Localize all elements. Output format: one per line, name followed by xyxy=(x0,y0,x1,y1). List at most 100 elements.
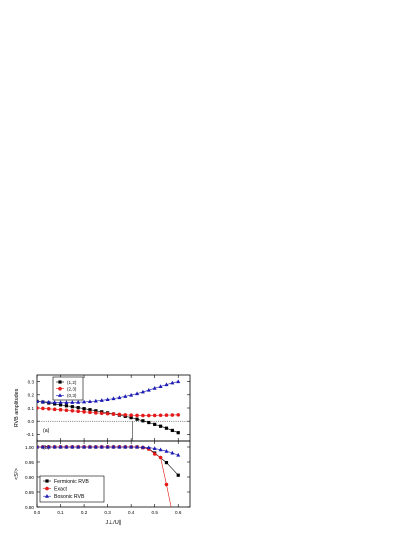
data-point xyxy=(152,452,157,456)
data-point xyxy=(87,399,92,404)
series-2 xyxy=(37,379,181,404)
data-point xyxy=(76,409,80,414)
data-point xyxy=(52,444,57,449)
data-point xyxy=(152,446,157,450)
y-tick-label: 0.95 xyxy=(25,460,34,465)
y-axis-label: <S²> xyxy=(14,468,20,480)
data-point xyxy=(64,404,69,408)
data-point xyxy=(58,444,63,449)
data-point xyxy=(135,444,140,449)
series-0 xyxy=(37,445,180,477)
data-point xyxy=(164,413,169,417)
panel-label: (b) xyxy=(43,445,50,451)
data-point xyxy=(153,422,157,426)
legend-marker xyxy=(58,393,62,397)
data-point xyxy=(140,389,145,394)
data-point xyxy=(129,416,133,420)
legend-label: Fermionic RVB xyxy=(54,479,89,485)
y-tick-label: 0.2 xyxy=(28,393,35,398)
legend-marker xyxy=(45,486,49,491)
data-point xyxy=(99,444,104,449)
series-line xyxy=(37,446,179,476)
data-point xyxy=(170,450,175,455)
series-2 xyxy=(37,444,181,457)
data-point xyxy=(46,444,51,449)
data-point xyxy=(105,397,110,402)
legend-label: Bosonic RVB xyxy=(54,494,85,500)
data-point xyxy=(170,428,174,433)
x-tick-label: 0.5 xyxy=(151,510,158,515)
y-tick-label: 0.90 xyxy=(25,475,34,480)
data-point xyxy=(111,444,116,449)
data-point xyxy=(135,417,139,421)
data-point xyxy=(164,461,169,465)
data-point xyxy=(82,407,86,411)
data-point xyxy=(176,413,181,417)
data-point xyxy=(135,413,139,418)
data-point xyxy=(46,399,51,404)
panel-label: (a) xyxy=(43,428,50,434)
y-tick-label: 1.00 xyxy=(25,445,34,450)
data-point xyxy=(99,411,104,416)
x-tick-label: 0.0 xyxy=(34,510,41,515)
data-point xyxy=(58,403,63,407)
y-tick-label: 0.3 xyxy=(28,379,35,384)
data-point xyxy=(135,391,140,396)
legend-label: (2,3) xyxy=(67,387,77,392)
data-point xyxy=(176,452,181,457)
data-point xyxy=(93,398,98,403)
data-point xyxy=(129,413,133,417)
data-point xyxy=(141,413,145,418)
data-point xyxy=(170,380,175,385)
data-point xyxy=(117,444,122,449)
data-point xyxy=(82,410,86,414)
legend-label: (0,3) xyxy=(67,393,77,398)
data-point xyxy=(37,406,39,410)
data-point xyxy=(152,386,157,390)
data-point xyxy=(46,406,51,411)
data-point xyxy=(76,444,81,449)
series-1 xyxy=(37,406,181,418)
data-point xyxy=(76,406,80,410)
series-line xyxy=(37,401,179,433)
plot-frame xyxy=(36,440,191,508)
x-tick-label: 0.6 xyxy=(175,510,182,515)
data-point xyxy=(87,444,92,449)
data-point xyxy=(158,384,163,388)
legend-box xyxy=(39,475,105,503)
legend-label: Exact xyxy=(54,486,68,492)
data-point xyxy=(158,455,163,460)
legend-marker xyxy=(45,494,49,498)
y-tick-label: 0.1 xyxy=(28,406,35,411)
data-point xyxy=(171,511,175,515)
data-point xyxy=(105,444,110,449)
data-point xyxy=(105,411,110,416)
x-tick-label: 0.1 xyxy=(57,510,64,515)
data-point xyxy=(70,400,75,404)
legend: (1,2) (2,3)(0,3) xyxy=(52,376,84,401)
data-point xyxy=(70,405,74,409)
data-point xyxy=(58,407,63,412)
data-point xyxy=(52,407,57,412)
x-tick-label: 0.2 xyxy=(81,510,88,515)
data-point xyxy=(82,444,87,449)
data-point xyxy=(82,399,87,404)
x-axis-label: J⊥/U∥ xyxy=(105,519,121,526)
data-point xyxy=(76,399,81,404)
data-point xyxy=(88,408,92,412)
legend-label: (1,2) xyxy=(67,380,77,385)
data-point xyxy=(147,413,151,418)
data-point xyxy=(123,413,128,417)
data-point xyxy=(70,444,75,449)
data-point xyxy=(164,482,169,487)
data-point xyxy=(64,408,69,413)
data-point xyxy=(52,400,57,404)
data-point xyxy=(141,419,145,423)
data-point xyxy=(152,413,157,418)
data-point xyxy=(40,399,45,404)
data-point xyxy=(70,408,75,413)
data-point xyxy=(111,412,116,416)
data-point xyxy=(164,426,169,430)
series-0 xyxy=(37,399,180,435)
